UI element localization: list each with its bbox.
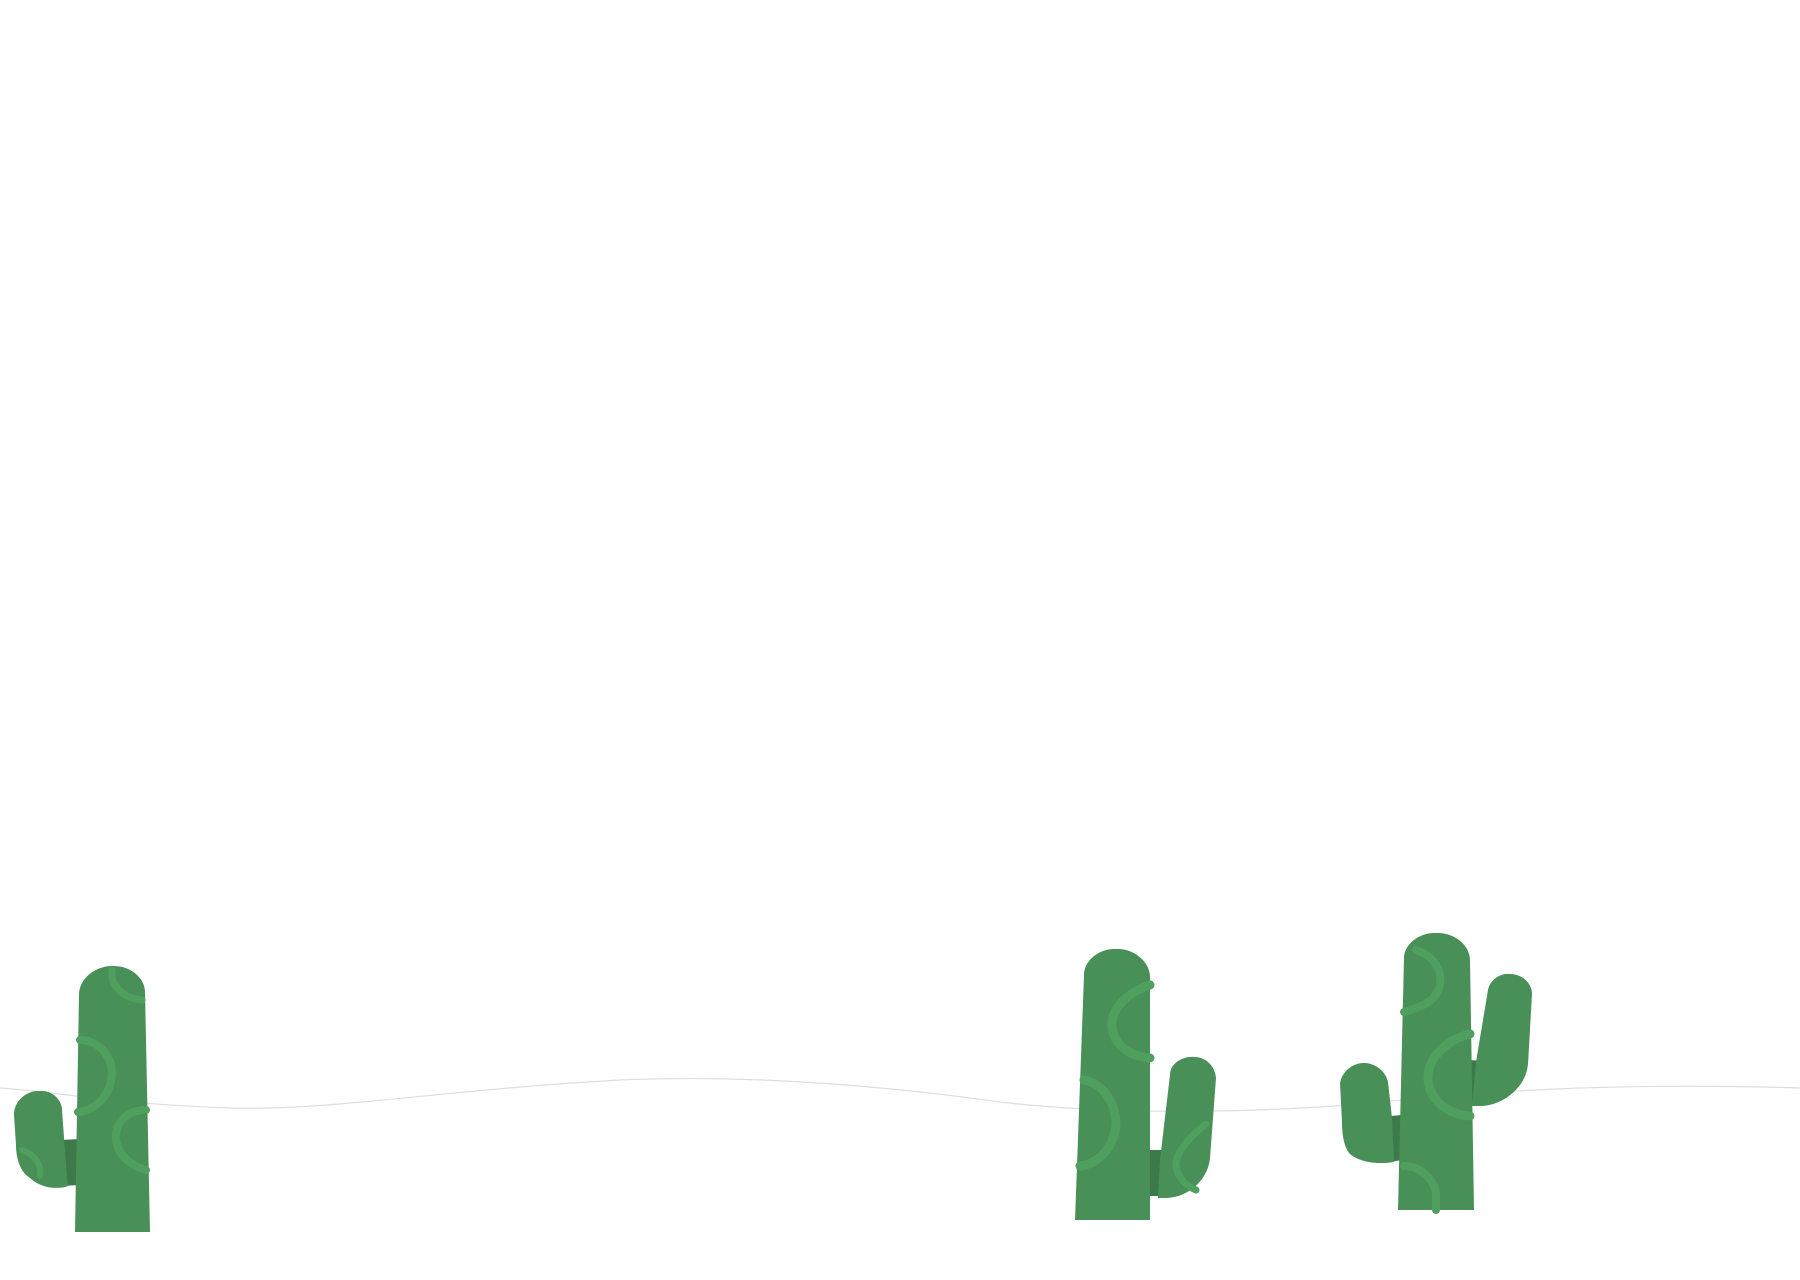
horizon-line (0, 1077, 1800, 1112)
cactus-left (14, 965, 150, 1232)
cactus-middle-pattern (1075, 1075, 1121, 1171)
cactus-middle-pattern (1172, 1120, 1210, 1194)
cactus-right-arm-left (1340, 1063, 1394, 1164)
cactus-left-arm (14, 1090, 68, 1188)
cactus-right-pattern (1423, 1029, 1475, 1121)
cactus-middle-arm (1158, 1056, 1216, 1198)
cactus-left-pattern (74, 1036, 117, 1116)
cactus-left-pattern (19, 1147, 44, 1179)
cactus-left-trunk (75, 965, 150, 1232)
cactus-left-pattern (108, 966, 146, 1004)
cactus-right-pattern (1400, 946, 1445, 1016)
cactus-middle-trunk (1075, 948, 1150, 1220)
cactus-middle-pattern (1107, 980, 1155, 1063)
cactus-right-arm-right (1472, 973, 1532, 1106)
cactus-middle (1075, 948, 1216, 1220)
cactus-right (1340, 932, 1532, 1214)
cactus-left-pattern (111, 1106, 150, 1174)
cactus-right-trunk (1398, 932, 1474, 1210)
cactus-right-pattern (1400, 1162, 1440, 1214)
